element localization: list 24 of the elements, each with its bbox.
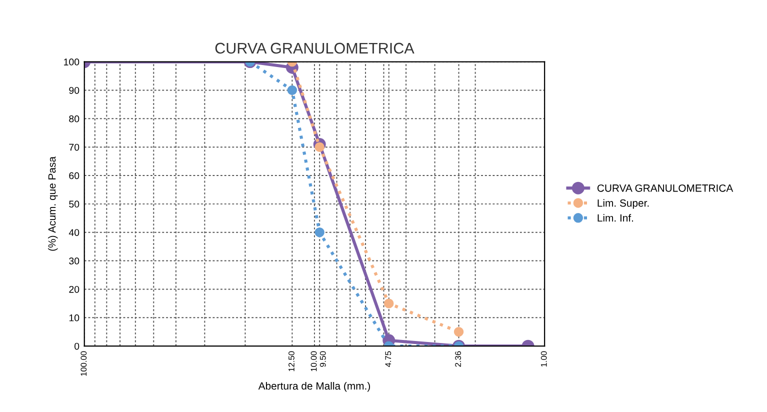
y-tick-label: 20 (69, 286, 80, 293)
y-tick-label: 0 (74, 342, 80, 350)
x-tick-label: 10.00 (310, 351, 317, 372)
x-tick-label: 100.00 (80, 351, 87, 376)
y-tick-label: 30 (69, 258, 80, 264)
y-axis-title: (%) Acum. que Pasa (48, 156, 58, 251)
x-tick-label: 2.36 (455, 351, 461, 367)
legend-label: Lim. Super. (598, 199, 649, 209)
y-tick-label: 50 (69, 200, 80, 208)
y-tick-label: 80 (69, 115, 80, 122)
x-tick-label: 1.00 (540, 351, 547, 367)
y-tick-label: 10 (69, 314, 80, 322)
x-tick-label: 4.75 (385, 351, 392, 367)
y-tick-label: 40 (68, 229, 80, 236)
y-tick-label: 90 (69, 86, 80, 94)
x-axis-title: Abertura de Malla (mm.) (258, 382, 370, 392)
chart-title: CURVA GRANULOMETRICA (215, 42, 414, 54)
x-tick-label: 9.50 (320, 351, 326, 367)
y-tick-label: 70 (69, 144, 80, 151)
y-tick-label: 100 (64, 58, 80, 66)
legend-label: CURVA GRANULOMETRICA (597, 184, 734, 192)
legend-label: Lim. Inf. (598, 214, 634, 222)
x-tick-label: 12.50 (288, 351, 294, 372)
y-tick-label: 60 (69, 172, 80, 180)
